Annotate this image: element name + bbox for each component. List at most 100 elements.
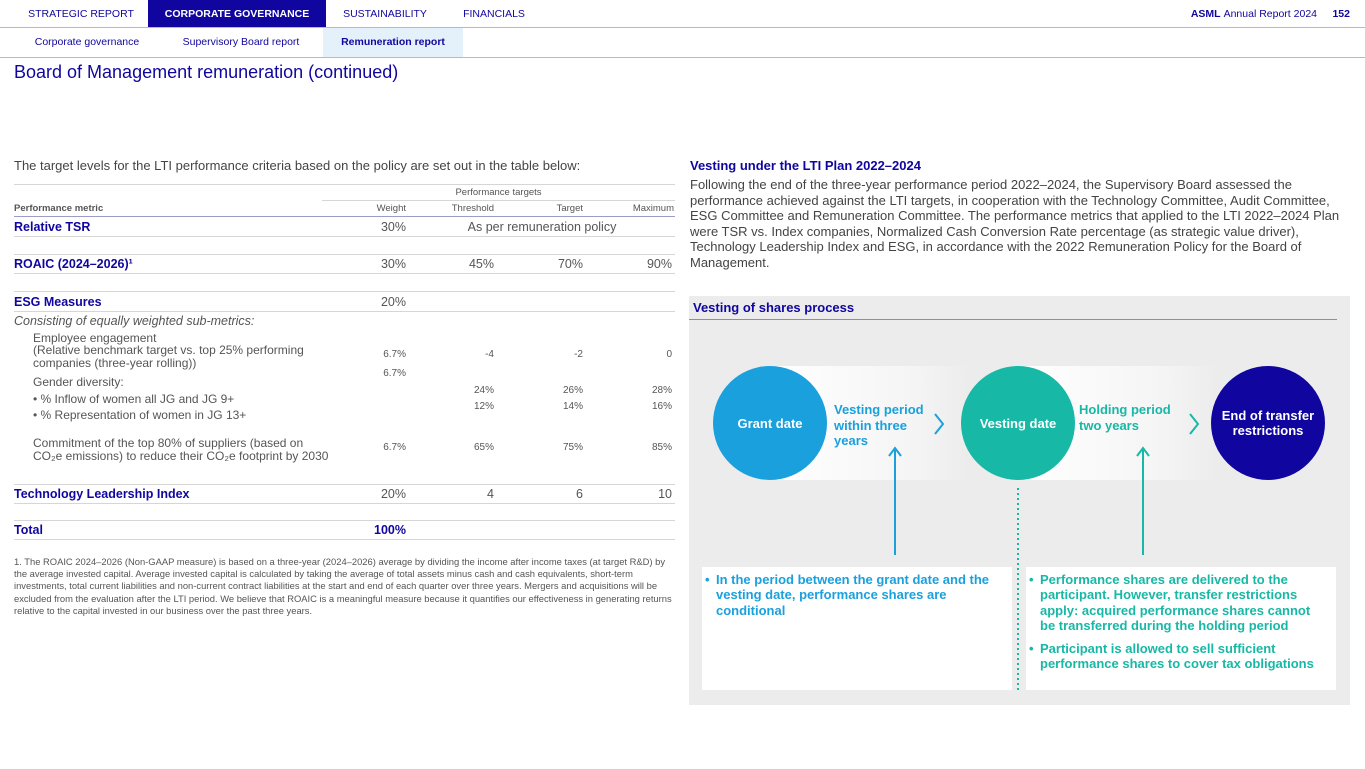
note-list: In the period between the grant date and… [702, 572, 1012, 618]
table-cell: 30% [380, 220, 406, 234]
metric-label: Commitment of the top 80% of suppliers (… [33, 436, 329, 463]
metric-label: ESG Measures [14, 295, 102, 309]
group-header: Performance targets [455, 187, 542, 198]
column-header: Threshold [451, 203, 494, 214]
stage-label: Vesting date [979, 415, 1057, 431]
table-rule [14, 216, 675, 217]
table-row: Total 100% [14, 521, 675, 537]
nav-tab-active[interactable]: CORPORATE GOVERNANCE [148, 0, 326, 27]
table-rule [14, 254, 675, 255]
diagram-arrows [888, 413, 1200, 692]
note-item: In the period between the grant date and… [705, 572, 1002, 618]
table-cell: 65% [473, 442, 494, 453]
sub-tab[interactable]: Supervisory Board report [182, 36, 300, 48]
metric-label: • % Inflow of women all JG and JG 9+ [33, 391, 235, 406]
metric-label: Relative TSR [14, 220, 91, 234]
report-brand: ASML Annual Report 2024 [1191, 0, 1317, 29]
table-cell: 85% [651, 442, 672, 453]
sub-tab[interactable]: Corporate governance [34, 36, 140, 48]
table-cell: 12% [473, 401, 494, 412]
column-header: Maximum [632, 203, 674, 214]
table-row: • % Representation of women in JG 13+ 12%… [14, 401, 675, 422]
table-row: Commitment of the top 80% of suppliers (… [14, 424, 675, 462]
stage-circle: End of transfer restrictions [1211, 366, 1325, 480]
arrow-head [888, 446, 902, 457]
table-row: Gender diversity: 6.7% [14, 368, 675, 388]
brand: ASML [1190, 8, 1221, 20]
metric-label: Total [14, 523, 43, 537]
table-rule [14, 311, 675, 312]
table-row: ESG Measures 20% [14, 293, 675, 309]
nav-tab[interactable]: STRATEGIC REPORT [28, 8, 134, 20]
table-cell: 0 [666, 349, 672, 360]
table-cell: 6.7% [383, 368, 406, 379]
chevron [1189, 413, 1200, 435]
table-cell: 10 [658, 487, 672, 501]
table-cell: 45% [468, 257, 494, 271]
arrow-head [1136, 446, 1150, 457]
table-rule [14, 291, 675, 292]
table-cell: 4 [487, 487, 494, 501]
page-number: 152 [1332, 8, 1350, 20]
metric-label: Technology Leadership Index [14, 487, 190, 501]
metric-label: Employee engagement (Relative benchmark … [33, 330, 304, 370]
column-header: Weight [376, 203, 406, 214]
table-cell: 28% [651, 385, 672, 396]
table-cell: -4 [485, 349, 494, 360]
note-box: In the period between the grant date and… [702, 567, 1012, 690]
table-cell: 16% [651, 401, 672, 412]
diagram-rule [689, 319, 1337, 320]
note-item: Performance shares are delivered to the … [1029, 572, 1326, 633]
column-header: Performance metric [14, 203, 104, 214]
note-list: Performance shares are delivered to the … [1026, 572, 1336, 672]
table-rule [322, 200, 675, 201]
table-cell: 30% [380, 257, 406, 271]
table-cell: 20% [380, 487, 406, 501]
chevron [934, 413, 945, 435]
table-cell: 6 [576, 487, 583, 501]
table-cell: 100% [374, 523, 406, 537]
table-cell: 6.7% [383, 349, 406, 360]
metric-label: ROAIC (2024–2026)¹ [14, 257, 133, 271]
table-cell: 90% [646, 257, 672, 271]
table-rule [14, 520, 675, 521]
table-row: Consisting of equally weighted sub-metri… [14, 312, 675, 328]
section-text: Following the end of the three-year perf… [690, 177, 1340, 270]
footnote: 1. The ROAIC 2024–2026 (Non-GAAP measure… [14, 556, 672, 616]
metric-label: • % Representation of women in JG 13+ [33, 407, 247, 422]
sub-nav: Corporate governance Supervisory Board r… [0, 28, 1365, 58]
table-row: • % Inflow of women all JG and JG 9+ 24% 2… [14, 385, 675, 406]
period-label: Holding period two years [1079, 402, 1171, 433]
table-cell: 24% [473, 385, 494, 396]
table-cell: 20% [380, 295, 406, 309]
table-cell: 26% [562, 385, 583, 396]
stage-circle: Vesting date [961, 366, 1075, 480]
table-cell: -2 [574, 349, 583, 360]
table-rule [14, 273, 675, 274]
stage-circle: Grant date [713, 366, 827, 480]
table-row: Employee engagement (Relative benchmark … [14, 331, 675, 369]
column-header: Target [556, 203, 583, 214]
table-row: Technology Leadership Index 20% 4 6 10 [14, 485, 675, 501]
intro-text: The target levels for the LTI performanc… [14, 158, 581, 173]
table-cell: 6.7% [383, 442, 406, 453]
nav-tab[interactable]: FINANCIALS [463, 8, 525, 20]
diagram-title: Vesting of shares process [693, 300, 855, 315]
stage-label: Grant date [737, 415, 803, 431]
stage-label: End of transfer restrictions [1221, 408, 1315, 438]
metric-label: Consisting of equally weighted sub-metri… [14, 314, 255, 328]
table-cell: 14% [562, 401, 583, 412]
table-cell: 75% [562, 442, 583, 453]
sub-tab-active[interactable]: Remuneration report [323, 28, 463, 57]
table-cell: 70% [557, 257, 583, 271]
table-row: ROAIC (2024–2026)¹ 30% 45% 70% 90% [14, 255, 675, 271]
nav-tab[interactable]: SUSTAINABILITY [343, 8, 427, 20]
report-name: Annual Report 2024 [1223, 8, 1317, 20]
page-title: Board of Management remuneration (contin… [14, 62, 399, 82]
table-rule [14, 484, 675, 485]
span-cell: As per remuneration policy [467, 220, 617, 234]
table-rule [14, 184, 675, 185]
note-box: Performance shares are delivered to the … [1026, 567, 1336, 690]
